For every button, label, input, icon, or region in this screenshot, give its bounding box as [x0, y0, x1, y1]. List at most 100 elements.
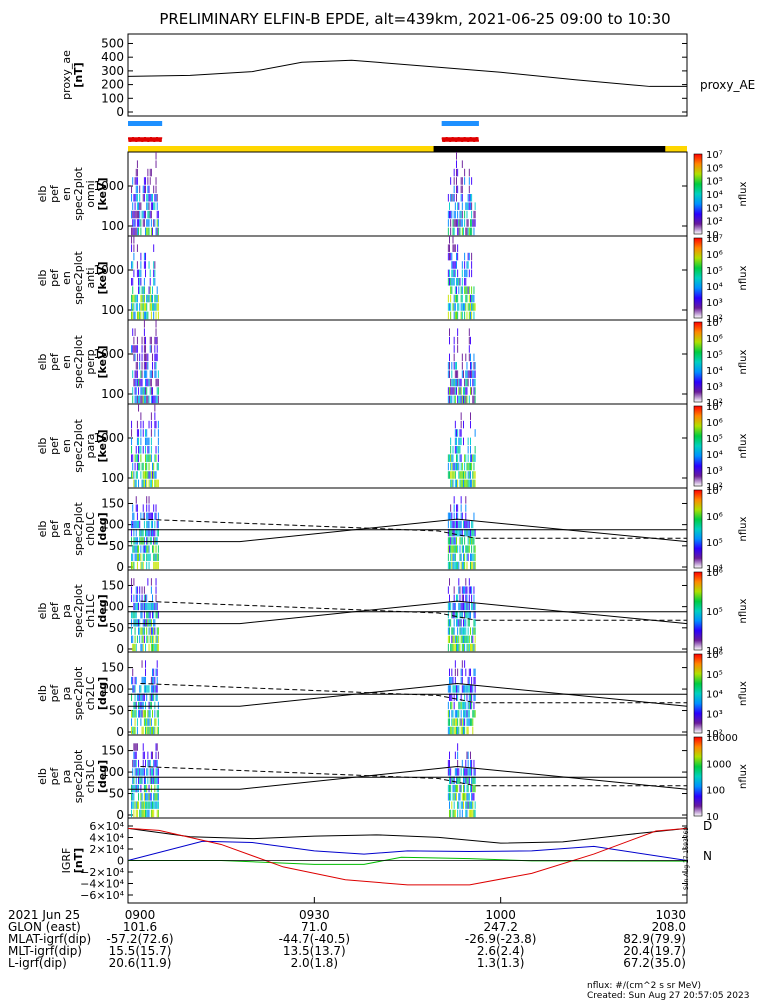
spectrogram-cell: [468, 168, 470, 177]
spectrogram-cell: [466, 210, 468, 219]
spectrogram-cell: [139, 537, 141, 545]
spectrogram-cell: [156, 294, 158, 303]
spectrogram-cell: [457, 370, 459, 378]
spectrogram-cell: [131, 437, 133, 446]
spectrogram-cell: [153, 635, 155, 643]
spectrogram-cell: [142, 529, 144, 537]
spectrogram-cell: [460, 512, 462, 520]
spectrogram-cell: [450, 479, 452, 488]
spectrogram-cell: [149, 479, 151, 488]
spectrogram-cell: [140, 278, 142, 286]
spectrogram-cell: [449, 619, 450, 627]
spectrogram-cell: [464, 278, 466, 286]
spectrogram-cell: [157, 545, 159, 553]
spectrogram-cell: [135, 303, 137, 311]
spectrogram-cell: [155, 718, 157, 726]
spectrogram-cell: [457, 520, 459, 529]
panel-ch3LC: elb pef pa spec2plot ch3LC [deg]0501001501010…: [36, 733, 749, 823]
spectrogram-cell: [458, 801, 460, 809]
spectrogram-cell: [135, 611, 137, 619]
spectrogram-cell: [464, 768, 466, 776]
spectrogram-cell: [141, 462, 143, 471]
spectrogram-cell: [468, 701, 470, 710]
spectrogram-cell: [461, 668, 463, 677]
spectrogram-cell: [468, 269, 470, 278]
spectrogram-cell: [146, 809, 148, 818]
y-label-line: pef: [48, 684, 61, 703]
spectrogram-cell: [460, 286, 462, 294]
spectrogram-cell: [135, 387, 137, 395]
spectrogram-cell: [153, 504, 155, 512]
spectrogram-cell: [132, 776, 134, 784]
spectrogram-cell: [138, 627, 140, 635]
spectrogram-cell: [473, 586, 475, 594]
y-label-line: [keV]: [96, 345, 109, 378]
spectrogram-cell: [149, 294, 151, 303]
spectrogram-cell: [463, 387, 464, 395]
spectrogram-cell: [458, 303, 460, 311]
spectrogram-cell: [131, 529, 133, 537]
spectrogram-cell: [145, 336, 147, 345]
spectrogram-cell: [141, 387, 143, 395]
spectrogram-cell: [471, 261, 473, 269]
spectrogram-cell: [152, 676, 153, 685]
spectrogram-cell: [453, 602, 455, 611]
spectrogram-cell: [155, 643, 157, 652]
spectrogram-cell: [447, 545, 449, 553]
spectrogram-cell: [154, 676, 156, 685]
spectrogram-cell: [134, 676, 136, 685]
spectrogram-cell: [150, 387, 152, 395]
y-axis-label: elb pef pa spec2plot ch1LC [deg]: [36, 584, 109, 638]
spectrogram-cell: [447, 701, 449, 710]
spectrogram-cell: [472, 793, 474, 801]
spectrogram-cell: [154, 345, 156, 353]
spectrogram-cell: [465, 387, 467, 395]
spectrogram-cell: [135, 194, 137, 202]
spectrogram-cell: [447, 462, 449, 471]
spectrogram-cell: [449, 395, 450, 404]
spectrogram-cell: [464, 303, 466, 311]
spectrogram-cell: [451, 378, 453, 387]
spectrogram-cell: [453, 303, 455, 311]
spectrogram-cell: [156, 537, 158, 545]
spectrogram-cell: [146, 353, 148, 362]
spectrogram-cell: [458, 520, 460, 529]
spectrogram-cell: [449, 454, 450, 462]
spectrogram-cell: [450, 437, 452, 446]
spectrogram-cell: [450, 286, 452, 294]
spectrogram-cell: [469, 809, 471, 818]
spectrogram-cell: [465, 801, 467, 809]
spectrogram-cell: [449, 676, 450, 685]
spectrogram-cell: [456, 784, 457, 793]
spectrogram-cell: [460, 412, 462, 420]
spectrogram-cell: [447, 759, 449, 768]
spectrogram-cell: [453, 685, 455, 693]
proxy-ae-side-label: proxy_AE: [700, 78, 755, 92]
spectrogram-cell: [150, 227, 152, 236]
spectrogram-cell: [454, 387, 456, 395]
spectrogram-cell: [155, 759, 157, 768]
spectrogram-cell: [142, 768, 144, 776]
y-label-line: spec2plot: [72, 167, 85, 221]
spectrogram-cell: [133, 210, 135, 219]
spectrogram-cell: [147, 194, 149, 202]
spectrogram-cell: [454, 362, 456, 370]
spectrogram-cell: [467, 759, 469, 768]
spectrogram-cell: [142, 537, 144, 545]
spectrogram-cell: [468, 194, 470, 202]
spectrogram-cell: [473, 210, 475, 219]
spectrogram-cell: [447, 726, 449, 735]
spectrogram-cell: [141, 643, 143, 652]
spectrogram-cell: [140, 261, 142, 269]
spectrogram-cell: [138, 793, 140, 801]
spectrogram-cell: [464, 553, 466, 561]
spectrogram-cell: [147, 619, 149, 627]
spectrogram-cell: [146, 602, 148, 611]
spectrogram-cell: [154, 261, 156, 269]
spectrogram-cell: [467, 202, 469, 210]
spectrogram-cell: [467, 520, 469, 529]
spectrogram-cell: [467, 710, 469, 718]
spectrogram-cell: [472, 520, 474, 529]
spectrogram-cell: [465, 454, 467, 462]
spectrogram-cell: [143, 353, 145, 362]
